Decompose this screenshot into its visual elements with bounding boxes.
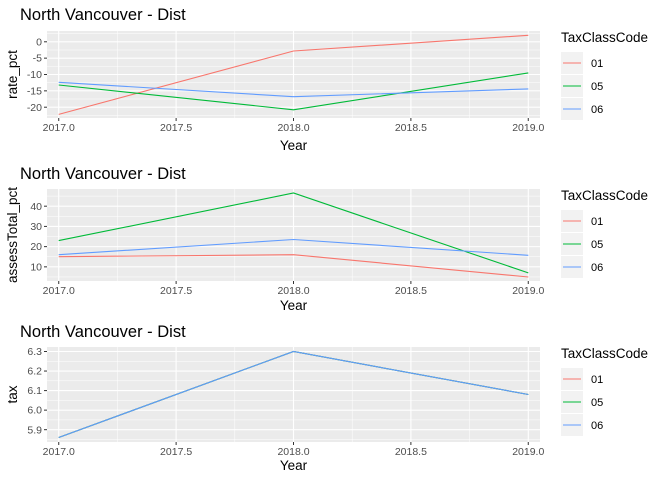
legend-label-06: 06 [591,104,603,116]
series-line-05 [58,192,529,274]
y-tick-label: 5.9 [27,424,42,436]
x-tick-label: 2018.0 [277,122,309,134]
legend-label-05: 05 [591,81,603,93]
series-line-06 [58,350,529,439]
legend-label-05: 05 [591,397,603,409]
x-tick-label: 2018.5 [395,285,427,297]
y-tick-label: 6.0 [27,405,42,417]
legend-title: TaxClassCode [561,188,648,203]
y-axis-label: assessTotal_pct [5,187,20,283]
x-tick-label: 2017.0 [43,285,75,297]
x-tick-label: 2019.0 [512,446,544,458]
legend-title: TaxClassCode [561,30,648,45]
y-tick-label: -15 [27,85,42,97]
x-axis-label: Year [280,138,308,153]
x-tick-label: 2019.0 [512,285,544,297]
legend-label-06: 06 [591,420,603,432]
x-tick-label: 2018.5 [395,122,427,134]
legend-label-01: 01 [591,58,603,70]
x-tick-label: 2019.0 [512,122,544,134]
y-tick-label: 40 [30,201,42,213]
series-line-06 [58,81,529,98]
legend-label-01: 01 [591,216,603,228]
y-tick-label: 6.2 [27,366,42,378]
y-tick-label: 0 [36,36,42,48]
legend-title: TaxClassCode [561,346,648,361]
y-tick-label: 10 [30,261,42,273]
series-line-01 [58,254,529,278]
series-line-05 [58,72,529,111]
y-axis-label: tax [5,385,20,403]
series-line-06 [58,238,529,256]
legend-label-05: 05 [591,239,603,251]
x-tick-label: 2018.5 [395,446,427,458]
legend-label-06: 06 [591,262,603,274]
legend-label-01: 01 [591,374,603,386]
y-tick-label: 20 [30,241,42,253]
x-axis-label: Year [280,458,308,473]
y-tick-label: 6.3 [27,346,42,358]
y-tick-label: 6.1 [27,385,42,397]
x-tick-label: 2018.0 [277,446,309,458]
y-axis-label: rate_pct [5,50,20,99]
chart-title: North Vancouver - Dist [20,323,186,341]
x-tick-label: 2017.0 [43,446,75,458]
x-tick-label: 2017.5 [160,122,192,134]
y-tick-label: -10 [27,69,42,81]
chart-title: North Vancouver - Dist [20,6,186,24]
chart-title: North Vancouver - Dist [20,165,186,183]
x-tick-label: 2017.5 [160,285,192,297]
x-axis-label: Year [280,298,308,313]
y-tick-label: 30 [30,221,42,233]
y-tick-label: -20 [27,102,42,114]
x-tick-label: 2017.0 [43,122,75,134]
y-tick-label: -5 [33,53,42,65]
x-tick-label: 2017.5 [160,446,192,458]
x-tick-label: 2018.0 [277,285,309,297]
